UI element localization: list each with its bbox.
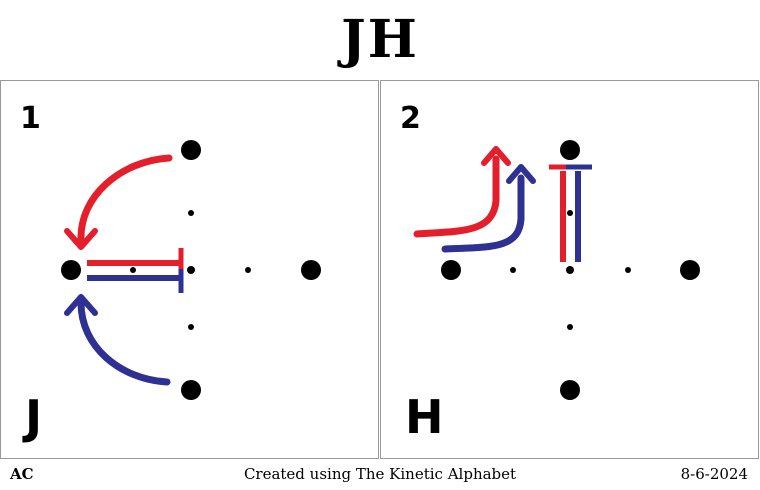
blue-arrowhead [64, 294, 98, 316]
dot-bottom [181, 380, 201, 400]
footer-credit: Created using The Kinetic Alphabet [243, 465, 517, 483]
dot-center [566, 266, 574, 274]
panel-1-letter: J [25, 390, 43, 444]
panel-1-number: 1 [20, 101, 41, 136]
blue-curved-arrow [441, 174, 525, 253]
dot-small-upper [188, 210, 194, 216]
dot-center [187, 266, 195, 274]
red-curved-arrow [413, 155, 500, 238]
dot-small-right [625, 267, 631, 273]
dot-right [301, 260, 321, 280]
panel-2-diagram [413, 140, 700, 400]
blue-arrowhead [506, 164, 536, 184]
red-curved-arrow [77, 154, 173, 245]
panel-2-letter: H [405, 390, 444, 444]
dot-left [61, 260, 81, 280]
panel-2-number: 2 [400, 101, 421, 136]
page-title: JH [341, 9, 419, 70]
dot-small-right [245, 267, 251, 273]
dot-top [560, 140, 580, 160]
dot-top [181, 140, 201, 160]
red-arrowhead [481, 146, 511, 166]
panel-1: 1 J [0, 80, 379, 459]
panel-1-diagram [61, 140, 321, 400]
red-arrowhead [64, 228, 98, 250]
footer-author: AC [10, 465, 34, 483]
dot-small-upper [567, 210, 573, 216]
dot-small-left [130, 267, 136, 273]
dot-bottom [560, 380, 580, 400]
footer-date: 8-6-2024 [680, 465, 748, 483]
panel-2: 2 H [380, 80, 759, 459]
dot-small-lower [567, 324, 573, 330]
blue-curved-arrow [77, 299, 171, 386]
dot-small-lower [188, 324, 194, 330]
dot-right [680, 260, 700, 280]
dot-small-left [510, 267, 516, 273]
dot-left [441, 260, 461, 280]
